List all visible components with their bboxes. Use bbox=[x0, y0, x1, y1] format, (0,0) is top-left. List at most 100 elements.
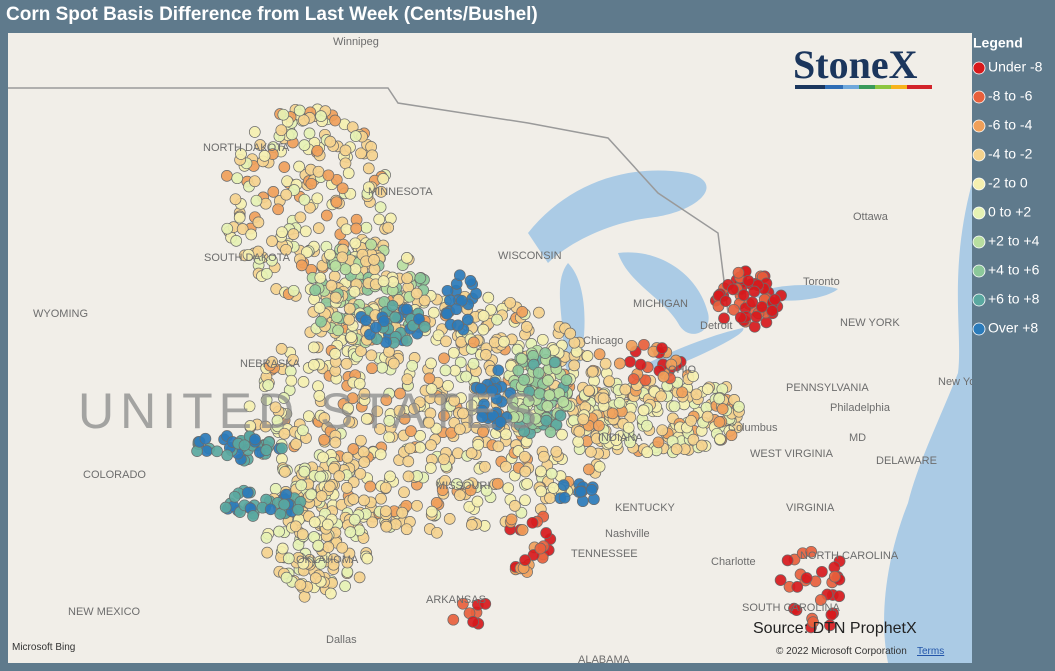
basis-dot bbox=[393, 404, 406, 417]
basis-dot bbox=[727, 303, 740, 316]
basis-dot bbox=[504, 296, 517, 309]
place-label: WEST VIRGINIA bbox=[750, 448, 834, 460]
basis-dot bbox=[273, 525, 285, 538]
basis-dot bbox=[376, 361, 389, 374]
basis-dot bbox=[401, 334, 413, 347]
basis-dot bbox=[366, 362, 378, 375]
place-label: New York bbox=[938, 376, 972, 388]
basis-dot bbox=[199, 432, 212, 445]
basis-dot bbox=[577, 413, 590, 426]
basis-dot bbox=[354, 467, 367, 480]
legend-swatch bbox=[972, 61, 986, 75]
basis-dot bbox=[423, 416, 435, 429]
basis-dot bbox=[593, 348, 606, 361]
basis-dot bbox=[519, 554, 531, 566]
basis-dot bbox=[748, 285, 761, 298]
basis-dot bbox=[504, 387, 517, 399]
basis-dot bbox=[266, 235, 278, 247]
basis-dot bbox=[293, 104, 306, 117]
basis-dot bbox=[339, 157, 352, 170]
basis-dot bbox=[221, 170, 233, 182]
basis-dot bbox=[292, 503, 305, 516]
basis-dot bbox=[406, 359, 419, 372]
basis-dot bbox=[656, 342, 668, 354]
basis-dot bbox=[431, 526, 443, 539]
basis-dot bbox=[374, 448, 387, 461]
basis-dot bbox=[296, 528, 309, 541]
basis-dot bbox=[396, 506, 409, 519]
basis-dot bbox=[791, 581, 804, 593]
basis-dot bbox=[269, 401, 282, 414]
legend-swatch bbox=[972, 293, 986, 307]
legend-label: +6 to +8 bbox=[988, 291, 1040, 307]
basis-dot bbox=[315, 490, 328, 502]
basis-dot bbox=[516, 524, 529, 536]
basis-dot bbox=[295, 259, 308, 272]
basis-dot bbox=[641, 419, 653, 432]
basis-dot bbox=[320, 209, 333, 222]
legend-label: -4 to -2 bbox=[988, 146, 1033, 162]
basis-dot bbox=[243, 400, 256, 413]
basis-dot bbox=[464, 275, 477, 287]
copyright: © 2022 Microsoft Corporation bbox=[776, 646, 907, 657]
basis-dot bbox=[518, 374, 530, 386]
basis-dot bbox=[425, 505, 438, 518]
basis-dot bbox=[408, 402, 420, 415]
basis-dot bbox=[574, 485, 587, 498]
basis-dot bbox=[453, 269, 466, 282]
place-label: ARKANSAS bbox=[426, 594, 486, 606]
basis-dot bbox=[247, 510, 259, 522]
basis-dot bbox=[537, 450, 550, 463]
basis-dot bbox=[269, 483, 282, 495]
basis-dot bbox=[308, 516, 321, 528]
basis-dot bbox=[535, 465, 547, 478]
basis-dot bbox=[248, 126, 261, 138]
border bbox=[8, 87, 729, 314]
basis-dot bbox=[364, 480, 377, 493]
basis-dot bbox=[467, 357, 480, 370]
basis-dot bbox=[568, 359, 581, 372]
basis-dot bbox=[309, 572, 322, 584]
basis-dot bbox=[516, 306, 529, 318]
basis-dot bbox=[512, 364, 525, 377]
basis-dot bbox=[303, 127, 316, 140]
basis-dot bbox=[402, 455, 415, 468]
basis-dot bbox=[339, 263, 352, 276]
basis-dot bbox=[695, 439, 708, 452]
basis-dot bbox=[374, 201, 387, 214]
basis-dot bbox=[539, 347, 552, 359]
basis-dot bbox=[477, 310, 490, 322]
basis-dot bbox=[343, 302, 356, 315]
basis-dot bbox=[509, 500, 521, 512]
basis-dot bbox=[548, 356, 561, 369]
basis-dot bbox=[362, 181, 375, 194]
basis-dot bbox=[756, 301, 768, 313]
basis-dot bbox=[457, 597, 469, 610]
basis-dot bbox=[245, 228, 258, 241]
basis-dot bbox=[241, 486, 254, 499]
place-label: NORTH CAROLINA bbox=[800, 550, 899, 562]
place-label: DELAWARE bbox=[876, 455, 937, 467]
basis-dot bbox=[465, 399, 478, 412]
legend-label: Over +8 bbox=[988, 320, 1038, 336]
basis-dot bbox=[374, 423, 386, 435]
basis-dot bbox=[454, 423, 466, 436]
basis-dot bbox=[701, 410, 714, 423]
legend-label: 0 to +2 bbox=[988, 204, 1031, 220]
basis-dot bbox=[603, 375, 616, 388]
basis-dot bbox=[242, 248, 255, 261]
basis-dot bbox=[727, 283, 739, 296]
terms-link[interactable]: Terms bbox=[917, 646, 944, 657]
basis-dot bbox=[434, 393, 447, 406]
basis-dot bbox=[211, 445, 223, 458]
country-label: UNITED STATES bbox=[78, 383, 543, 439]
basis-dot bbox=[713, 392, 726, 405]
basis-dot bbox=[676, 386, 688, 399]
basis-dot bbox=[526, 516, 539, 529]
basis-dot bbox=[486, 384, 498, 397]
basis-dot bbox=[312, 539, 325, 552]
basis-dot bbox=[494, 416, 507, 428]
basis-dot bbox=[518, 425, 530, 438]
basis-dot bbox=[471, 495, 484, 508]
basis-dot bbox=[532, 366, 545, 379]
